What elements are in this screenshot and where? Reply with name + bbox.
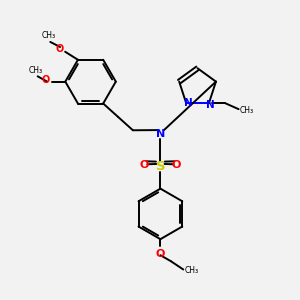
Text: O: O — [172, 160, 181, 170]
Text: S: S — [156, 160, 165, 173]
Text: O: O — [42, 75, 50, 85]
Text: CH₃: CH₃ — [42, 32, 56, 40]
Text: N: N — [206, 100, 215, 110]
Text: O: O — [156, 249, 165, 259]
Text: CH₃: CH₃ — [29, 66, 43, 75]
Text: CH₃: CH₃ — [185, 266, 199, 275]
Text: CH₃: CH₃ — [240, 106, 254, 115]
Text: O: O — [140, 160, 149, 170]
Text: N: N — [184, 98, 193, 108]
Text: N: N — [156, 129, 165, 139]
Text: O: O — [56, 44, 64, 54]
